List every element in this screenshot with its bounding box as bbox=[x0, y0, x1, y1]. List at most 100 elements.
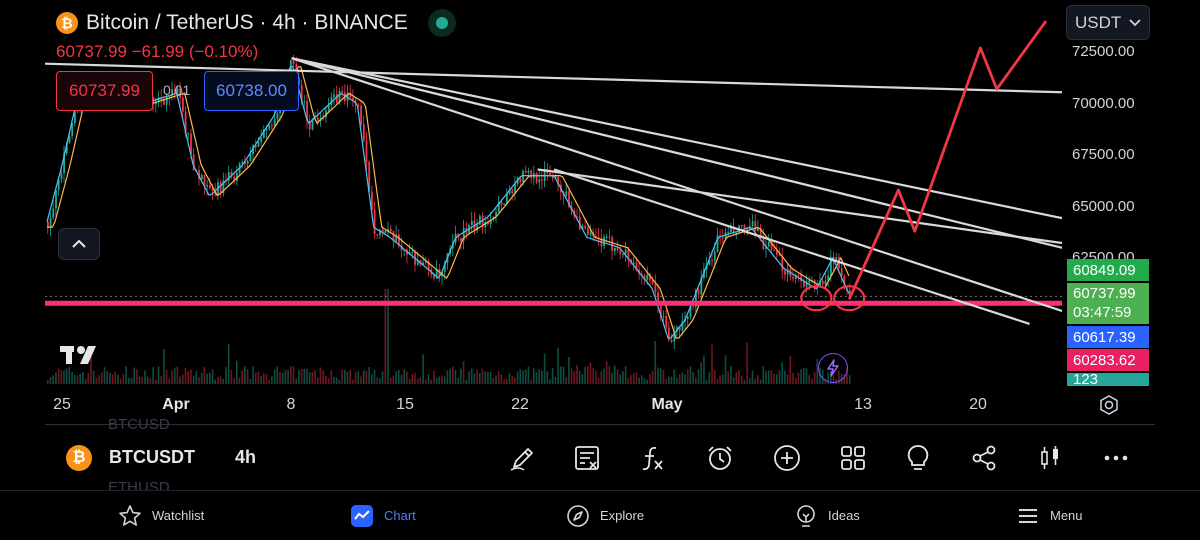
volume-bar bbox=[727, 371, 729, 384]
candle-body bbox=[551, 176, 554, 179]
candle-body bbox=[481, 215, 484, 228]
volume-bar bbox=[338, 379, 341, 384]
chart-area[interactable]: ₿ Bitcoin / TetherUS · 4h · BINANCE 6073… bbox=[0, 0, 1200, 425]
trendline[interactable] bbox=[537, 168, 1096, 247]
candle-body bbox=[211, 188, 214, 191]
collapse-button[interactable] bbox=[58, 228, 100, 260]
draw-icon[interactable] bbox=[506, 441, 540, 475]
x-axis-tick: 8 bbox=[286, 396, 296, 413]
add-icon[interactable] bbox=[770, 441, 804, 475]
sell-price-button[interactable]: 60737.99 bbox=[56, 71, 153, 111]
volume-bar bbox=[524, 369, 527, 384]
volume-bar bbox=[98, 374, 100, 384]
volume-bar bbox=[700, 362, 702, 384]
trendline[interactable] bbox=[553, 168, 1030, 325]
candle-body bbox=[176, 88, 179, 93]
volume-bar bbox=[576, 364, 578, 384]
candle-body bbox=[63, 153, 65, 174]
volume-bar bbox=[848, 375, 851, 384]
volume-bar bbox=[686, 369, 689, 384]
forecast-path[interactable] bbox=[847, 20, 1048, 300]
interval-select[interactable]: 4h bbox=[235, 447, 257, 467]
volume-bar bbox=[241, 370, 243, 384]
y-axis-tick: 65000.00 bbox=[1072, 198, 1135, 215]
volume-bar bbox=[103, 367, 106, 384]
symbol-name[interactable]: BTCUSDT bbox=[109, 447, 195, 467]
volume-bar bbox=[808, 374, 810, 384]
axis-settings-icon[interactable] bbox=[1098, 394, 1120, 416]
volume-bar bbox=[422, 354, 424, 384]
nav-chart[interactable]: Chart bbox=[350, 491, 416, 540]
volume-bar bbox=[697, 369, 700, 384]
volume-bar bbox=[538, 369, 540, 384]
volume-bar bbox=[227, 343, 230, 384]
x-axis-tick: May bbox=[651, 396, 683, 413]
ideas-bulb-icon[interactable] bbox=[901, 441, 935, 475]
volume-bar bbox=[365, 370, 368, 384]
alert-icon[interactable] bbox=[703, 441, 737, 475]
volume-bar bbox=[549, 379, 551, 384]
market-status-icon[interactable] bbox=[427, 9, 456, 37]
candle-body bbox=[182, 97, 184, 112]
volume-bar bbox=[546, 371, 549, 384]
candle-body bbox=[584, 226, 587, 229]
nav-label: Explore bbox=[600, 508, 645, 523]
nav-menu[interactable]: Menu bbox=[1016, 491, 1083, 540]
share-icon[interactable] bbox=[967, 441, 1001, 475]
volume-bar bbox=[470, 368, 473, 384]
candle-body bbox=[519, 178, 522, 182]
nav-explore[interactable]: Explore bbox=[566, 491, 644, 540]
candle-body bbox=[808, 280, 811, 283]
volume-bar bbox=[84, 379, 87, 384]
volume-bar bbox=[200, 373, 203, 384]
candle-body bbox=[381, 229, 384, 234]
nav-ideas[interactable]: Ideas bbox=[794, 491, 860, 540]
indicators-icon[interactable] bbox=[636, 441, 670, 475]
next-symbol[interactable]: ETHUSD bbox=[108, 480, 170, 490]
buy-price-button[interactable]: 60738.00 bbox=[204, 71, 299, 111]
candle-body bbox=[770, 241, 773, 250]
volume-bar bbox=[719, 375, 721, 384]
nav-watchlist[interactable]: Watchlist bbox=[118, 491, 204, 540]
layouts-icon[interactable] bbox=[836, 441, 870, 475]
volume-bar bbox=[570, 368, 573, 384]
more-icon[interactable] bbox=[1099, 441, 1133, 475]
volume-bar bbox=[411, 374, 414, 384]
currency-select[interactable]: USDT bbox=[1066, 5, 1150, 40]
candle-body bbox=[71, 123, 74, 137]
trendline[interactable] bbox=[291, 57, 1096, 256]
candle-body bbox=[581, 226, 584, 230]
candle-body bbox=[797, 274, 800, 276]
trendline[interactable] bbox=[291, 57, 1096, 322]
star-icon bbox=[119, 504, 141, 526]
nav-label: Ideas bbox=[828, 508, 860, 523]
trendline[interactable] bbox=[0, 62, 1095, 94]
volume-bar bbox=[233, 378, 235, 384]
volume-bar bbox=[603, 368, 605, 384]
trendline[interactable] bbox=[291, 57, 1096, 225]
nav-label: Menu bbox=[1050, 508, 1083, 523]
volume-bar bbox=[446, 370, 449, 384]
chart-type-icon[interactable] bbox=[1033, 441, 1067, 475]
flash-icon[interactable] bbox=[818, 353, 848, 383]
volume-bar bbox=[68, 367, 71, 384]
candle-body bbox=[730, 227, 732, 233]
symbol-title[interactable]: Bitcoin / TetherUS · 4h · BINANCE bbox=[86, 11, 408, 34]
candle-body bbox=[627, 249, 630, 260]
volume-bar bbox=[662, 369, 665, 384]
x-axis-tick: 13 bbox=[854, 396, 872, 413]
volume-bar bbox=[460, 368, 462, 384]
candle-body bbox=[813, 279, 816, 284]
volume-bar bbox=[257, 371, 260, 384]
volume-bar bbox=[214, 379, 216, 384]
candle-body bbox=[632, 262, 635, 264]
notes-icon[interactable] bbox=[570, 441, 604, 475]
price-chart[interactable] bbox=[0, 0, 1200, 425]
prev-symbol[interactable]: BTCUSD bbox=[108, 416, 170, 433]
volume-bar bbox=[465, 379, 468, 384]
volume-bar bbox=[295, 378, 297, 384]
volume-bar bbox=[659, 368, 662, 384]
bitcoin-icon: ₿ bbox=[66, 445, 92, 471]
divider bbox=[45, 424, 1155, 425]
candle-body bbox=[568, 191, 570, 207]
